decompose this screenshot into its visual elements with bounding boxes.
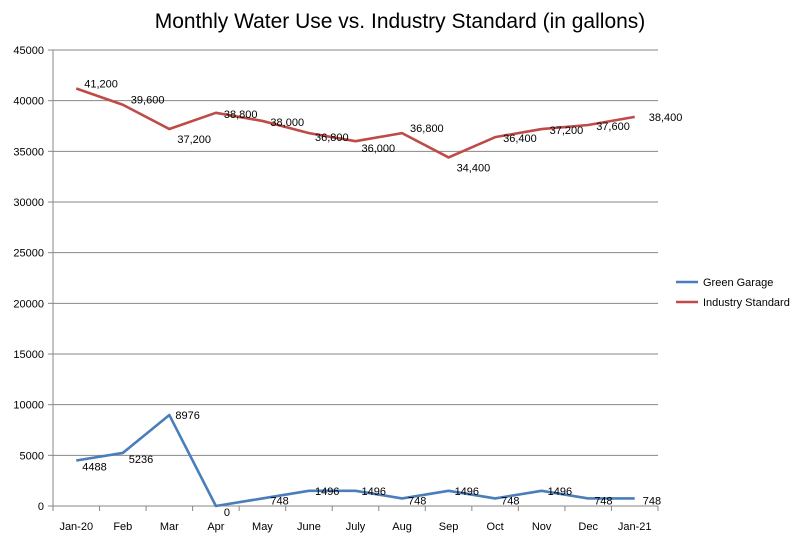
data-label: 748 bbox=[270, 495, 288, 507]
data-label: 748 bbox=[408, 495, 426, 507]
y-tick-label: 5000 bbox=[20, 450, 44, 462]
y-tick-label: 45000 bbox=[13, 45, 44, 57]
data-label: 36,800 bbox=[315, 132, 349, 144]
data-label: 39,600 bbox=[131, 95, 165, 107]
data-label: 38,800 bbox=[224, 109, 258, 121]
data-label: 748 bbox=[643, 495, 661, 507]
x-tick-label: Nov bbox=[532, 521, 552, 533]
data-label: 38,400 bbox=[649, 112, 683, 124]
data-label: 38,000 bbox=[270, 117, 304, 129]
y-tick-label: 25000 bbox=[13, 248, 44, 260]
legend: Green Garage Industry Standard bbox=[676, 277, 790, 309]
x-tick-label: Jan-21 bbox=[618, 521, 652, 533]
y-tick-label: 35000 bbox=[13, 146, 44, 158]
data-label: 5236 bbox=[129, 454, 153, 466]
data-label: 1496 bbox=[455, 486, 479, 498]
data-label: 36,000 bbox=[362, 143, 396, 155]
x-tick-label: Dec bbox=[578, 521, 598, 533]
y-tick-label: 20000 bbox=[13, 298, 44, 310]
x-tick-label: Jan-20 bbox=[59, 521, 93, 533]
data-label: 37,200 bbox=[550, 125, 584, 137]
data-labels: 4488 5236 8976 0 748 1496 1496 748 1496 748 1496 74… bbox=[82, 79, 682, 519]
x-tick-label: Apr bbox=[207, 521, 224, 533]
x-tick-label: Feb bbox=[113, 521, 132, 533]
data-label: 8976 bbox=[175, 410, 199, 422]
x-tick-label: Oct bbox=[487, 521, 504, 533]
data-label: 37,200 bbox=[177, 134, 211, 146]
gridlines bbox=[53, 49, 658, 456]
data-label: 1496 bbox=[362, 486, 386, 498]
x-tick-label: July bbox=[346, 521, 366, 533]
y-tick-label: 30000 bbox=[13, 197, 44, 209]
legend-entry: Green Garage bbox=[703, 277, 773, 289]
y-tick-label: 10000 bbox=[13, 400, 44, 412]
y-tick-label: 15000 bbox=[13, 349, 44, 361]
x-tick-label: Mar bbox=[160, 521, 179, 533]
data-label: 1496 bbox=[548, 486, 572, 498]
x-tick-label: May bbox=[252, 521, 273, 533]
legend-entry: Industry Standard bbox=[703, 297, 790, 309]
axes: 0 5000 10000 15000 20000 25000 30000 35000 40000… bbox=[13, 45, 659, 533]
data-label: 41,200 bbox=[84, 79, 118, 91]
data-label: 748 bbox=[594, 495, 612, 507]
y-tick-label: 0 bbox=[38, 501, 44, 513]
x-tick-label: Sep bbox=[439, 521, 459, 533]
data-label: 1496 bbox=[315, 486, 339, 498]
y-tick-label: 40000 bbox=[13, 96, 44, 108]
data-label: 36,400 bbox=[503, 133, 537, 145]
data-label: 37,600 bbox=[596, 121, 630, 133]
x-tick-label: June bbox=[297, 521, 321, 533]
data-label: 4488 bbox=[82, 462, 106, 474]
series-lines bbox=[75, 87, 635, 508]
chart-title: Monthly Water Use vs. Industry Standard … bbox=[154, 10, 646, 33]
x-tick-label: Aug bbox=[392, 521, 412, 533]
data-label: 748 bbox=[501, 495, 519, 507]
data-label: 36,800 bbox=[410, 123, 444, 135]
data-label: 0 bbox=[224, 507, 230, 519]
data-label: 34,400 bbox=[457, 162, 491, 174]
